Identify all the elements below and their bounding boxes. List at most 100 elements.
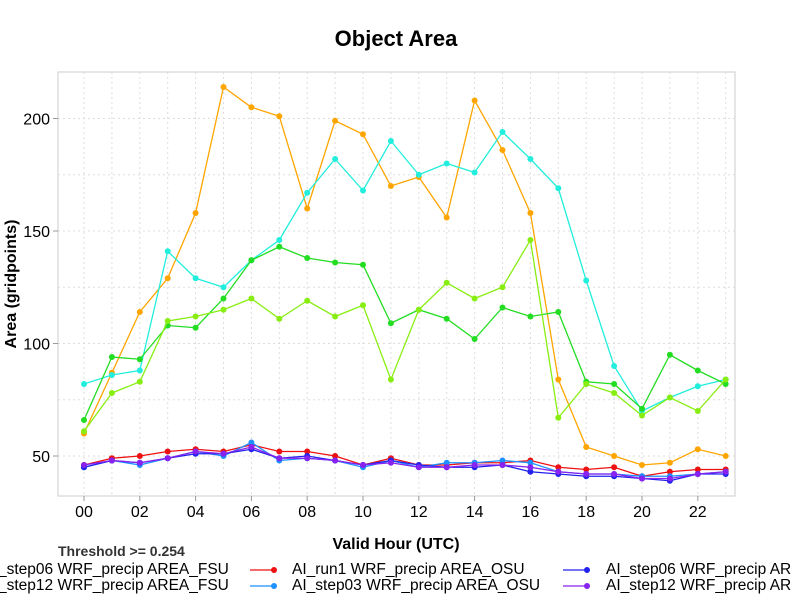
data-point: [387, 376, 394, 383]
data-point: [555, 468, 562, 475]
data-point: [611, 390, 618, 396]
x-axis-label: Valid Hour (UTC): [332, 536, 459, 553]
data-point: [360, 302, 366, 309]
data-point: [666, 351, 673, 358]
data-point: [220, 295, 227, 302]
data-point: [583, 381, 590, 387]
data-point: [499, 284, 506, 291]
data-point: [220, 306, 227, 313]
data-point: [555, 309, 562, 315]
data-point: [360, 187, 366, 194]
data-point: [220, 450, 227, 457]
y-axis-label: Area (gridpoints): [3, 220, 20, 349]
series-line: [83, 448, 726, 482]
data-point: [443, 315, 450, 322]
data-point: [164, 448, 171, 455]
data-point: [666, 475, 673, 482]
series-line: [83, 444, 726, 477]
data-point: [304, 255, 311, 261]
legend-marker: [271, 567, 277, 573]
data-point: [108, 372, 115, 378]
x-tick-label: 00: [75, 504, 93, 521]
data-point: [499, 462, 506, 468]
series-line: [83, 446, 726, 480]
data-point: [639, 405, 645, 412]
data-point: [499, 457, 506, 464]
threshold-label: Threshold >= 0.254: [58, 543, 185, 559]
legend-item: AI_step12 WRF_precip AR: [606, 577, 791, 595]
legend-item: AI_run1 WRF_precip AREA_OSU: [292, 561, 525, 579]
data-point: [611, 471, 618, 477]
data-point: [639, 475, 645, 482]
data-point: [499, 147, 506, 153]
x-tick-label: 10: [354, 504, 372, 521]
data-point: [666, 394, 673, 401]
legend-marker: [271, 583, 277, 589]
data-point: [639, 412, 645, 419]
data-point: [611, 453, 618, 459]
data-point: [360, 462, 366, 468]
legend-marker: [584, 567, 590, 573]
plot-area: [57, 71, 736, 497]
data-point: [276, 243, 283, 250]
data-point: [220, 84, 227, 90]
data-point: [527, 468, 534, 475]
chart-title: Object Area: [334, 26, 458, 51]
data-point: [387, 459, 394, 466]
data-point: [81, 381, 87, 387]
data-point: [276, 455, 283, 462]
data-point: [471, 295, 478, 302]
legend-item: _step06 WRF_precip AREA_FSU: [0, 561, 229, 579]
data-point: [276, 237, 283, 243]
data-point: [108, 390, 115, 396]
data-point: [694, 367, 701, 374]
x-tick-label: 20: [633, 504, 651, 521]
data-point: [192, 210, 199, 216]
data-point: [443, 279, 450, 286]
data-point: [192, 448, 199, 455]
y-tick-label: 50: [32, 449, 50, 466]
legend-label: AI_run1 WRF_precip AREA_OSU: [292, 561, 525, 578]
series-line: [83, 85, 726, 466]
data-point: [694, 471, 701, 477]
data-point: [611, 464, 618, 471]
data-point: [164, 275, 171, 282]
data-point: [415, 464, 422, 471]
x-tick-label: 02: [131, 504, 149, 521]
data-point: [248, 104, 255, 111]
legend-item: _step12 WRF_precip AREA_FSU: [0, 577, 229, 595]
data-point: [443, 459, 450, 466]
data-point: [555, 376, 562, 383]
data-point: [332, 457, 339, 464]
series-line: [83, 238, 727, 432]
x-tick-label: 12: [410, 504, 428, 521]
data-point: [722, 453, 729, 459]
data-point: [443, 464, 450, 471]
data-point: [471, 169, 478, 176]
data-point: [722, 376, 729, 383]
data-point: [387, 138, 394, 144]
x-tick-label: 18: [577, 504, 595, 521]
legend-marker: [584, 583, 590, 589]
data-point: [415, 171, 422, 178]
series-line: [83, 130, 726, 412]
legend-label: AI_step12 WRF_precip AR: [606, 577, 792, 594]
x-tick-label: 04: [187, 504, 205, 521]
data-point: [387, 183, 394, 189]
data-point: [192, 275, 199, 282]
data-point: [108, 354, 115, 360]
data-point: [527, 156, 534, 162]
data-point: [332, 453, 339, 459]
data-point: [248, 444, 255, 450]
legend-label: _step06 WRF_precip AREA_FSU: [0, 561, 229, 578]
data-point: [276, 315, 283, 322]
data-point: [583, 444, 590, 450]
data-point: [136, 356, 143, 363]
data-point: [694, 466, 701, 473]
data-point: [499, 129, 506, 135]
data-point: [555, 185, 562, 192]
data-point: [527, 237, 534, 243]
data-point: [304, 205, 311, 212]
data-point: [332, 259, 339, 266]
